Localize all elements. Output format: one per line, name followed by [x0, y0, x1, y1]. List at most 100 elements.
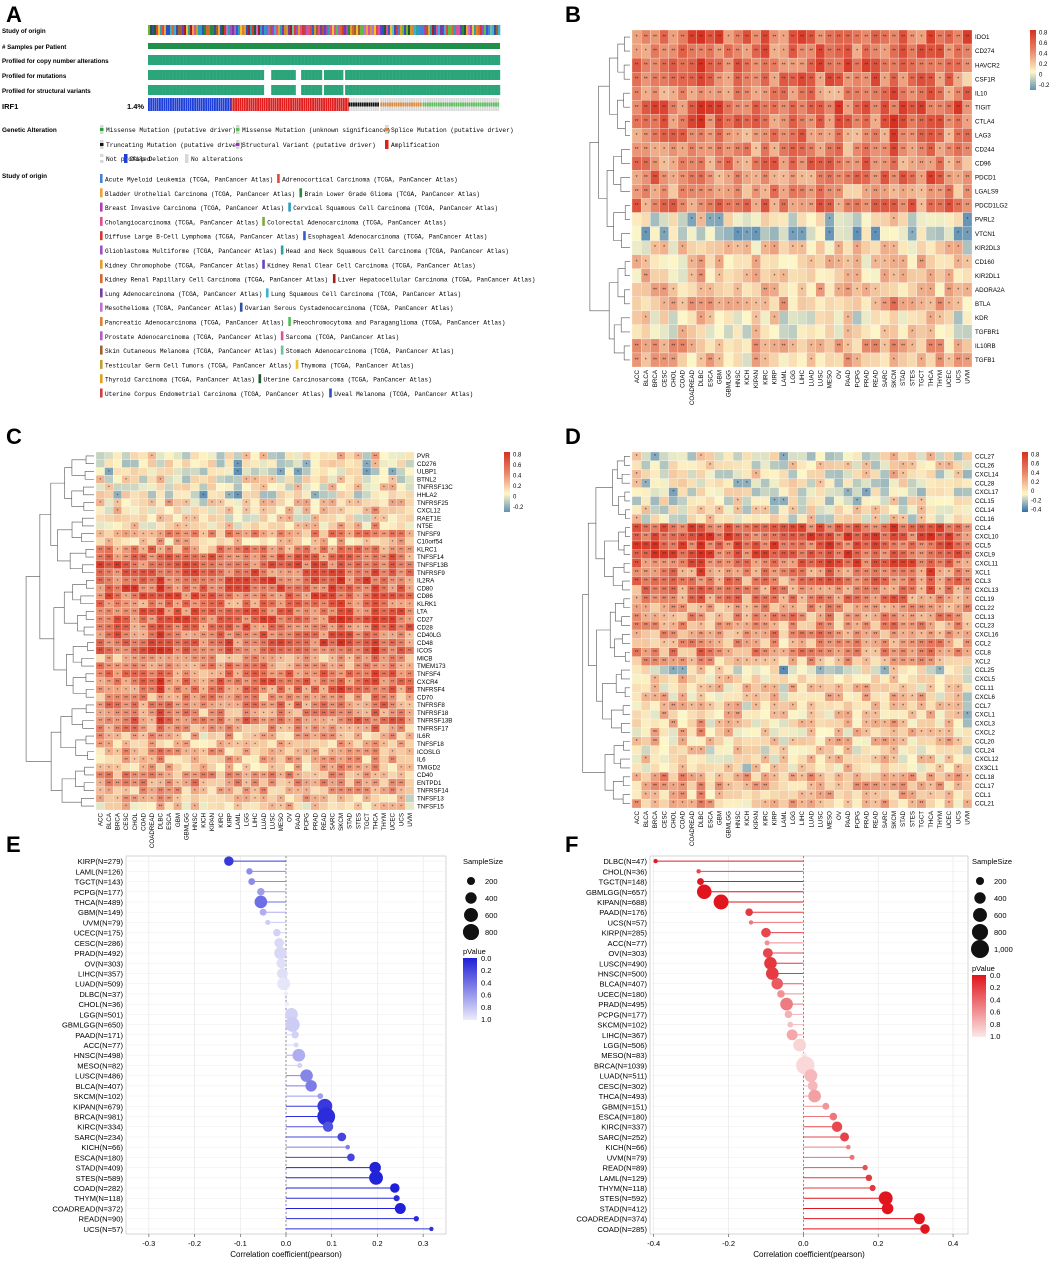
significance-mark: **	[818, 105, 822, 111]
gene-cna-cell	[246, 98, 248, 111]
significance-mark: **	[210, 594, 214, 599]
heatmap-cell	[778, 324, 789, 340]
dendrogram-branch	[620, 177, 630, 192]
gene-mutation-cell	[459, 102, 462, 107]
study-swatch	[100, 359, 103, 369]
profiled-cell	[396, 70, 399, 80]
significance-mark: **	[699, 259, 703, 265]
profiled-cell	[199, 55, 201, 65]
profiled-cell	[456, 85, 458, 95]
significance-mark: **	[374, 648, 378, 653]
significance-mark: **	[883, 119, 887, 125]
heatmap-cell	[889, 310, 899, 326]
significance-mark: *	[349, 679, 351, 684]
significance-mark: *	[682, 301, 684, 307]
gene-cna-cell	[272, 98, 275, 111]
significance-mark: **	[107, 671, 111, 676]
study-stripe-cell	[486, 25, 489, 35]
heatmap-cell	[396, 506, 406, 515]
heatmap-cell	[345, 537, 354, 546]
significance-mark: **	[391, 710, 395, 715]
significance-mark: *	[773, 77, 775, 83]
significance-mark: *	[966, 287, 968, 293]
heatmap-cell	[944, 324, 954, 340]
profiled-cell	[218, 55, 221, 65]
profiled-cell	[162, 70, 165, 80]
significance-mark: *	[237, 703, 239, 708]
profiled-cell	[260, 70, 263, 80]
profiled-cell	[389, 85, 392, 95]
profiled-cell	[253, 55, 256, 65]
significance-mark: **	[365, 664, 369, 669]
significance-mark: **	[763, 175, 767, 181]
study-stripe-cell	[468, 25, 471, 35]
significance-mark: **	[382, 570, 386, 575]
significance-mark: *	[392, 500, 394, 505]
significance-mark: **	[348, 570, 352, 575]
significance-mark: *	[134, 687, 136, 692]
significance-mark: **	[365, 632, 369, 637]
profiled-cell	[419, 55, 421, 65]
significance-mark: **	[313, 594, 317, 599]
profiled-cell	[440, 55, 443, 65]
column-label: BLCA	[643, 369, 650, 386]
study-stripe-cell	[234, 25, 237, 35]
heatmap-cell	[396, 451, 406, 460]
significance-mark: **	[708, 77, 712, 83]
heatmap-cell	[824, 282, 835, 297]
profiled-cell	[221, 85, 224, 95]
heatmap-cell	[156, 451, 165, 460]
significance-mark: *	[194, 695, 196, 700]
significance-mark: *	[357, 485, 359, 490]
significance-mark: **	[644, 133, 648, 139]
profiled-cell	[325, 55, 328, 65]
heatmap-cell	[806, 324, 816, 340]
column-label: THCA	[928, 369, 935, 387]
dendrogram-branch	[598, 85, 610, 199]
significance-mark: *	[323, 539, 325, 544]
significance-mark: *	[700, 358, 702, 364]
significance-mark: **	[262, 609, 266, 614]
profiled-cell	[413, 70, 416, 80]
significance-mark: **	[159, 539, 163, 544]
significance-mark: *	[939, 147, 941, 153]
significance-mark: **	[828, 203, 832, 209]
significance-mark: **	[227, 562, 231, 567]
column-label: LAML	[781, 369, 788, 386]
significance-mark: **	[133, 679, 137, 684]
significance-mark: **	[150, 547, 154, 552]
significance-mark: **	[348, 586, 352, 591]
significance-mark: **	[210, 625, 214, 630]
profiled-cell	[415, 70, 418, 80]
heatmap-cell	[190, 498, 200, 507]
heatmap-cell	[650, 268, 660, 283]
study-swatch	[239, 302, 243, 312]
significance-mark: **	[965, 358, 969, 364]
heatmap-cell	[962, 296, 973, 311]
profiled-cell	[236, 85, 238, 95]
study-legend-label: Breast Invasive Carcinoma (TCGA, PanCanc…	[105, 205, 284, 212]
significance-mark: **	[374, 671, 378, 676]
significance-mark: **	[365, 555, 369, 560]
significance-mark: **	[938, 119, 942, 125]
significance-mark: *	[700, 217, 702, 223]
significance-mark: **	[253, 687, 257, 692]
gene-mutation-cell	[393, 102, 396, 107]
significance-mark: **	[901, 175, 905, 181]
heatmap-cell	[241, 459, 251, 468]
heatmap-cell	[276, 459, 286, 468]
significance-mark: *	[108, 485, 110, 490]
heatmap-cell	[925, 226, 936, 241]
significance-mark: **	[653, 203, 657, 209]
dendrogram-branch	[83, 502, 94, 511]
significance-mark: **	[938, 161, 942, 167]
significance-mark: **	[399, 648, 403, 653]
significance-mark: *	[151, 664, 153, 669]
significance-mark: *	[185, 632, 187, 637]
profiled-cell	[470, 85, 473, 95]
significance-mark: **	[681, 35, 685, 41]
study-stripe-cell	[294, 25, 297, 35]
heatmap-cell	[259, 459, 269, 468]
study-legend-label: Pancreatic Adenocarcinoma (TCGA, PanCanc…	[105, 320, 284, 327]
significance-mark: **	[339, 656, 343, 661]
